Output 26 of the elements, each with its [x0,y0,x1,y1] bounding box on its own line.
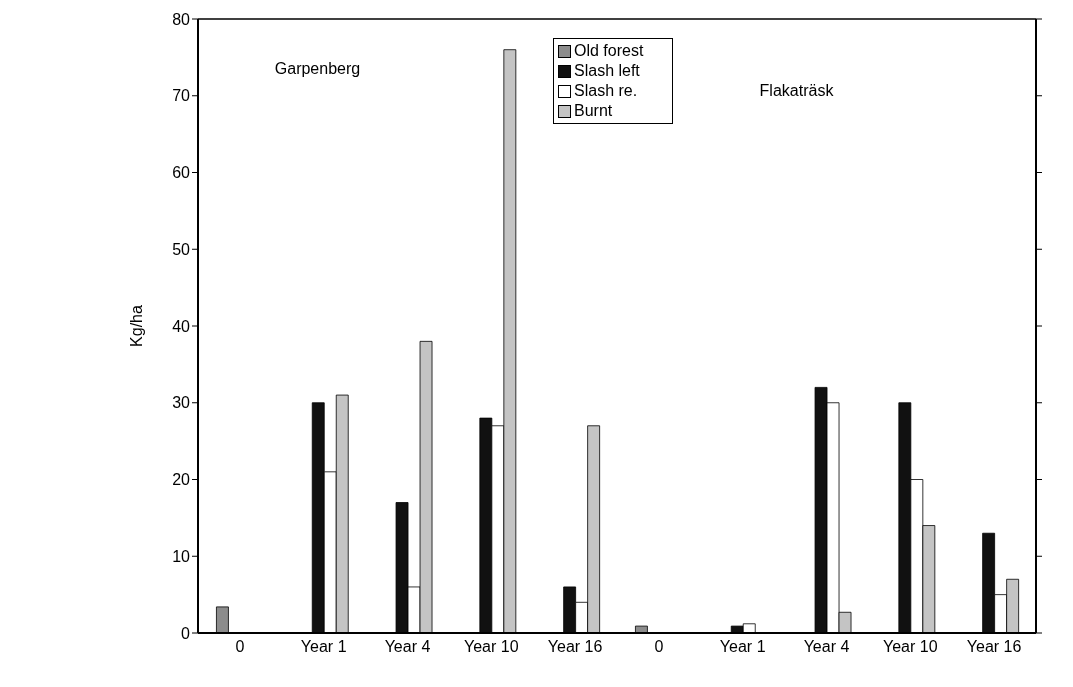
x-tick-label: Year 1 [719,638,766,656]
y-tick-label: 40 [172,317,191,335]
legend-label: Old forest [573,41,645,61]
y-tick-label: 50 [172,240,191,258]
y-tick-label: 30 [172,394,191,412]
legend-label: Slash re. [573,81,639,101]
x-tick-label: Year 1 [300,638,347,656]
y-axis-title: Kg/ha [127,304,145,347]
y-tick-label: 70 [172,87,191,105]
y-tick-label: 10 [172,547,191,565]
legend-label: Burnt [573,101,614,121]
x-tick-label: Year 4 [803,638,850,656]
x-tick-label: 0 [235,638,245,656]
legend-label: Slash left [573,61,641,81]
y-tick-label: 60 [172,164,191,182]
x-tick-label: 0 [654,638,664,656]
y-tick-label: 80 [172,10,191,28]
x-tick-label: Year 4 [384,638,431,656]
x-tick-label: Year 10 [464,638,519,656]
x-tick-label: Year 10 [883,638,938,656]
annotation: Garpenberg [273,60,362,78]
annotation: Flakaträsk [758,82,835,100]
y-tick-label: 0 [181,624,191,642]
y-tick-label: 20 [172,471,191,489]
x-tick-label: Year 16 [966,638,1022,656]
x-tick-label: Year 16 [547,638,603,656]
